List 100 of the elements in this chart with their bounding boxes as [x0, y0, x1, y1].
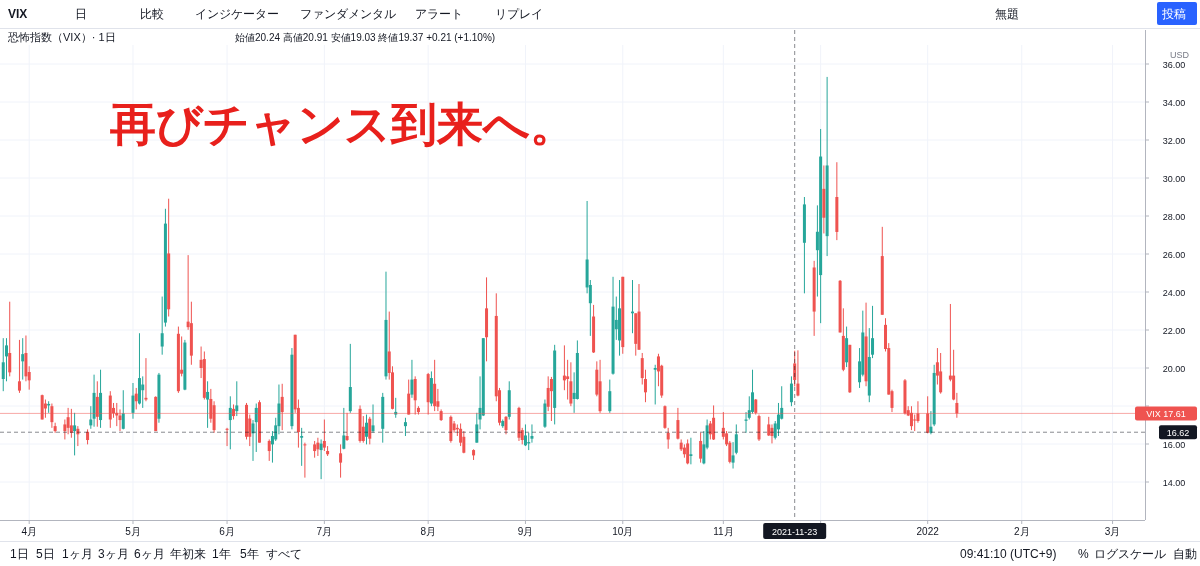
candlestick — [410, 359, 414, 399]
candlestick — [549, 376, 553, 422]
chart-title: 恐怖指数（VIX）· 1日 — [7, 31, 116, 43]
text: ファンダメンタル — [300, 7, 396, 21]
candlestick — [235, 380, 239, 417]
ref-line-label: 16.62 — [1166, 427, 1190, 438]
candlestick — [267, 438, 271, 462]
candlestick — [134, 387, 138, 410]
candlestick — [339, 443, 343, 479]
candlestick — [322, 418, 326, 452]
y-tick-label: 26.00 — [1162, 249, 1186, 260]
y-tick-label: 16.00 — [1162, 439, 1186, 450]
candlestick — [73, 412, 77, 456]
candlestick — [757, 414, 761, 442]
candlestick — [24, 335, 28, 382]
candlestick — [303, 442, 307, 479]
text: 投稿 — [1161, 7, 1186, 21]
text: アラート — [415, 7, 463, 21]
candlestick — [371, 403, 375, 434]
y-tick-label: 36.00 — [1162, 59, 1186, 70]
candlestick — [121, 389, 125, 430]
candlestick — [108, 390, 112, 429]
text: 1ヶ月 — [62, 547, 93, 561]
text: 年初来 — [170, 547, 206, 561]
candlestick — [433, 359, 437, 412]
candlestick — [403, 417, 407, 437]
text: 6ヶ月 — [134, 547, 165, 561]
candlestick — [365, 414, 369, 445]
candlestick — [95, 380, 99, 428]
x-tick-label: 4月 — [21, 526, 37, 537]
text: ログスケール — [1094, 547, 1166, 561]
candlestick — [394, 397, 398, 419]
candlestick — [653, 364, 657, 405]
y-tick-label: 34.00 — [1162, 97, 1186, 108]
text: 1日 — [10, 547, 29, 561]
x-tick-label: 7月 — [316, 526, 333, 537]
x-tick-label: 2022 — [916, 526, 940, 537]
text: 自動 — [1173, 547, 1197, 561]
candlestick — [66, 407, 70, 435]
y-tick-label: 14.00 — [1162, 477, 1186, 488]
text: 日 — [75, 7, 87, 21]
y-tick-label: 32.00 — [1162, 135, 1186, 146]
candlestick — [300, 427, 304, 467]
y-tick-label: 28.00 — [1162, 211, 1186, 222]
text: USD — [1170, 50, 1190, 60]
text: 比較 — [140, 7, 164, 21]
candlestick — [676, 407, 680, 440]
x-tick-label: 10月 — [612, 526, 634, 537]
candlestick — [543, 399, 547, 429]
candlestick — [776, 402, 780, 437]
x-tick-label: 9月 — [517, 526, 534, 537]
candlestick — [712, 404, 716, 441]
y-tick-label: 20.00 — [1162, 363, 1186, 374]
y-tick-label: 30.00 — [1162, 173, 1186, 184]
candlestick — [17, 339, 21, 394]
candlestick — [744, 411, 748, 434]
candlestick — [8, 301, 12, 377]
candlestick — [131, 382, 135, 420]
text: VIX — [8, 7, 28, 21]
candlestick — [663, 404, 667, 430]
text: 09:41:10 (UTC+9) — [960, 547, 1057, 561]
candlestick — [345, 412, 349, 442]
text: 1年 — [212, 547, 231, 561]
candlestick — [686, 438, 690, 465]
text: インジケーター — [195, 7, 279, 21]
y-tick-label: 24.00 — [1162, 287, 1186, 298]
annotation: 再びチャンス到来へ。 — [109, 98, 576, 150]
candlestick — [608, 379, 612, 414]
candlestick — [789, 375, 793, 407]
x-tick-label: 5月 — [125, 526, 141, 537]
text: 3ヶ月 — [98, 547, 129, 561]
candlestick — [228, 395, 232, 450]
x-tick-label: 11月 — [713, 526, 734, 537]
candlestick — [926, 395, 930, 434]
candlestick — [939, 352, 943, 395]
x-tick-label: 2月 — [1013, 526, 1030, 537]
x-tick-label: 8月 — [420, 526, 436, 537]
y-tick-label: 22.00 — [1162, 325, 1186, 336]
chart-subtitle: 始値20.24 高値20.91 安値19.03 終値19.37 +0.21 (+1.10%) — [235, 32, 496, 43]
ref-line-label: VIX 17.61 — [1146, 408, 1186, 419]
candlestick — [708, 420, 712, 440]
candlestick — [225, 427, 229, 447]
candlestick — [666, 427, 670, 450]
ref-line-label: 2021-11-23 — [772, 527, 818, 537]
candlestick — [50, 403, 54, 429]
candlestick — [69, 408, 73, 439]
candlestick — [407, 379, 411, 416]
text: リプレイ — [495, 7, 543, 21]
candlestick — [796, 349, 800, 397]
text: 無題 — [995, 7, 1019, 21]
candlestick — [699, 432, 703, 464]
x-tick-label: 3月 — [1104, 526, 1121, 537]
candlestick — [569, 361, 573, 407]
candlestick — [1, 337, 5, 392]
candlestick — [280, 383, 284, 431]
x-tick-label: 6月 — [219, 526, 235, 537]
candlestick — [144, 357, 148, 402]
text: 5年 — [240, 547, 259, 561]
candlestick — [689, 437, 693, 465]
text: % — [1078, 547, 1089, 561]
